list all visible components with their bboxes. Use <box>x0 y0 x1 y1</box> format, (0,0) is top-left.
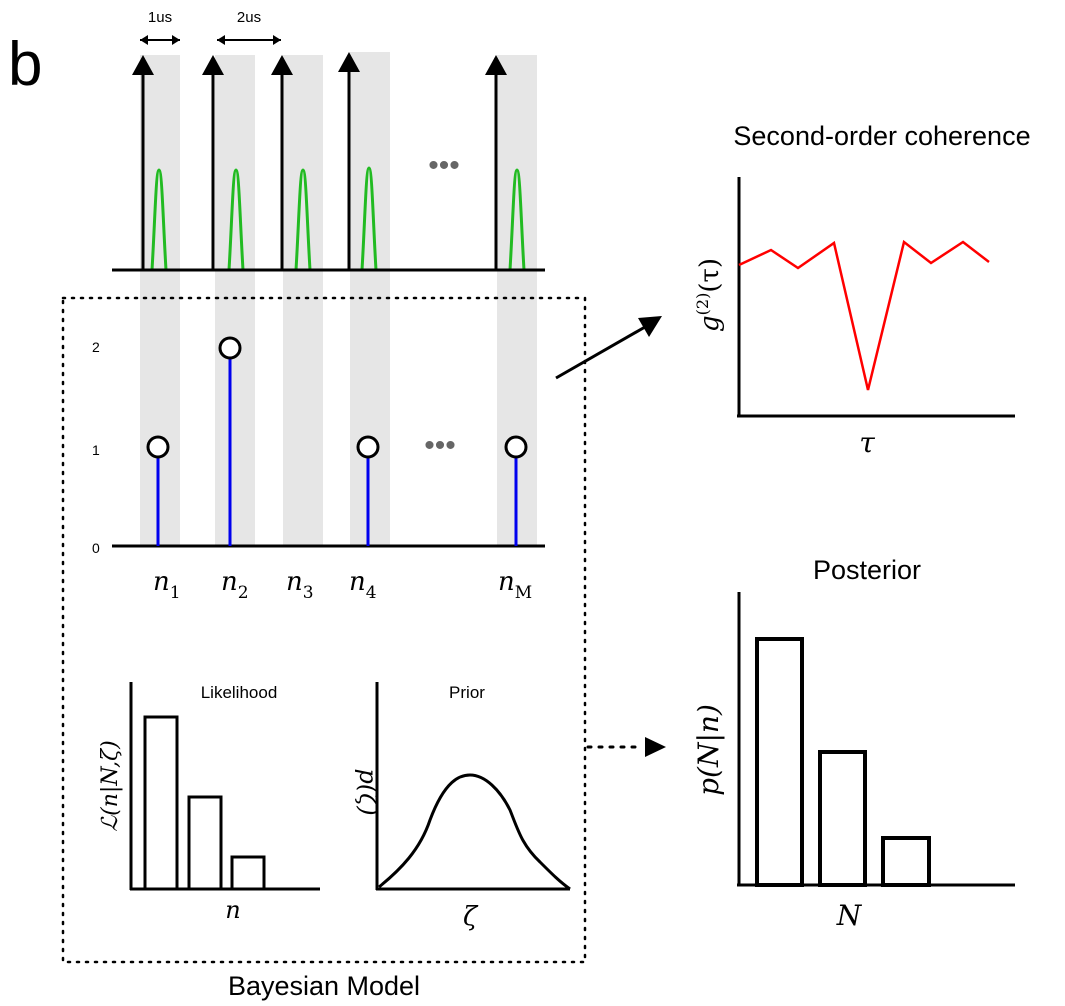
interval-2-arrowhead-right <box>273 35 281 45</box>
interval-1-label: 1us <box>148 9 172 26</box>
coherence-plot: Second-order coherence g(2)(τ) τ <box>693 121 1031 459</box>
prior-title: Prior <box>449 683 485 702</box>
likelihood-bar-1 <box>143 715 179 891</box>
time-window-1 <box>140 55 180 545</box>
photon-pulse-M <box>508 168 526 271</box>
photon-pulse-4 <box>360 166 378 271</box>
trigger-arrowhead-M <box>485 55 507 75</box>
timing-annotations <box>140 35 281 45</box>
coherence-ylabel: g(2)(τ) <box>693 258 725 332</box>
coherence-curve <box>738 239 990 391</box>
photon-pulse-2 <box>227 168 245 271</box>
coherence-xlabel: τ <box>859 426 875 459</box>
posterior-xlabel: N <box>836 899 863 932</box>
likelihood-bar-3 <box>230 855 266 891</box>
stem-label-n2: n2 <box>221 567 249 603</box>
likelihood-xlabel: n <box>225 896 240 924</box>
prior-ylabel: p(ζ) <box>354 768 382 815</box>
likelihood-plot: Likelihood ℒ(n|N,ζ) n <box>98 682 320 924</box>
likelihood-bar-2 <box>187 795 223 891</box>
time-window-3 <box>283 55 323 545</box>
arrow-to-coherence <box>555 316 662 380</box>
interval-1-arrowhead-left <box>140 35 148 45</box>
coherence-title: Second-order coherence <box>733 121 1030 151</box>
counts-ellipsis: ••• <box>424 429 456 462</box>
interval-2-label: 2us <box>237 9 261 26</box>
likelihood-ylabel: ℒ(n|N,ζ) <box>98 740 123 831</box>
posterior-title: Posterior <box>813 555 921 585</box>
y-tick-0: 0 <box>92 540 100 556</box>
panel-label: b <box>8 30 42 99</box>
time-window-2 <box>215 55 255 545</box>
arrow-to-posterior <box>586 737 666 757</box>
posterior-bar-2 <box>818 750 867 887</box>
bayesian-model-label: Bayesian Model <box>228 971 420 1001</box>
interval-1-arrowhead-right <box>172 35 180 45</box>
count-marker-1 <box>146 435 170 459</box>
stem-label-n4: n4 <box>349 567 377 603</box>
count-marker-2 <box>218 336 242 360</box>
prior-xlabel: ζ <box>463 902 479 932</box>
posterior-bar-1 <box>755 637 804 887</box>
photon-pulse-1 <box>150 168 168 271</box>
prior-curve <box>378 773 571 891</box>
trigger-arrowhead-3 <box>271 55 293 75</box>
stem-label-n3: n3 <box>286 567 314 603</box>
posterior-ylabel: p(N|n) <box>692 704 725 796</box>
count-marker-M <box>504 435 528 459</box>
trigger-arrowhead-4 <box>338 52 360 72</box>
counts-plot: 0 1 2 ••• n1 n2 n3 n4 nM <box>92 336 545 603</box>
stem-label-n1: n1 <box>153 567 181 603</box>
trigger-arrowhead-1 <box>132 55 154 75</box>
prior-plot: Prior p(ζ) ζ <box>354 682 571 932</box>
likelihood-title: Likelihood <box>201 683 278 702</box>
photon-pulse-3 <box>294 168 312 271</box>
posterior-bar-3 <box>881 836 931 887</box>
trigger-pulses <box>132 52 507 270</box>
count-marker-4 <box>356 435 380 459</box>
y-tick-2: 2 <box>92 339 100 355</box>
pulse-ellipsis: ••• <box>428 149 460 182</box>
bayesian-model-box <box>61 296 587 964</box>
count-stems <box>146 336 528 546</box>
y-tick-1: 1 <box>92 442 100 458</box>
posterior-plot: Posterior p(N|n) N <box>692 555 1015 932</box>
stem-label-nM: nM <box>498 567 532 603</box>
trigger-arrowhead-2 <box>202 55 224 75</box>
interval-2-arrowhead-left <box>217 35 225 45</box>
photon-pulses <box>150 166 526 271</box>
